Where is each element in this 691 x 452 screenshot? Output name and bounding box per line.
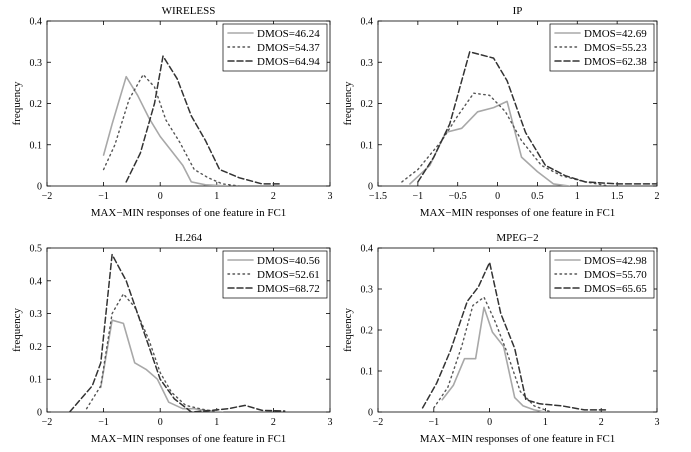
chart-panel: −2 −1 0 1 2 3 0 0.1 0.2 0.3 0.4 0.5 H.264 MAX−MIN res… (11, 232, 333, 445)
x-tick-label: 0.5 (531, 191, 544, 202)
legend-entry: DMOS=42.69 (584, 28, 647, 40)
y-tick-label: 0.3 (361, 285, 374, 296)
legend-entry: DMOS=55.70 (584, 269, 647, 281)
x-tick-label: 1 (214, 191, 219, 202)
y-tick-label: 0 (368, 408, 373, 419)
legend-box (549, 250, 655, 299)
y-tick-label: 0.1 (361, 140, 374, 151)
x-tick-label: 0 (158, 191, 163, 202)
y-tick-label: 0.2 (361, 326, 374, 337)
y-tick-label: 0.3 (361, 58, 374, 69)
y-tick-label: 0.3 (30, 309, 43, 320)
x-tick-label: 1 (543, 417, 548, 428)
legend-entry: DMOS=62.38 (584, 56, 647, 68)
legend-entry: DMOS=64.94 (257, 56, 320, 68)
chart-title: MPEG−2 (496, 232, 538, 244)
x-tick-label: −2 (373, 417, 384, 428)
x-tick-label: 1 (575, 191, 580, 202)
x-tick-label: 1 (214, 417, 219, 428)
plot-area-frame (46, 247, 331, 413)
y-axis-label: frequency (342, 308, 354, 352)
x-tick-label: 0 (487, 417, 492, 428)
x-tick-label: 3 (328, 191, 333, 202)
y-tick-label: 0.4 (30, 276, 43, 287)
series-line-dashed (417, 51, 657, 185)
y-tick-label: 0.2 (30, 99, 43, 110)
series-line-dotted (102, 73, 241, 186)
x-tick-label: −1 (98, 417, 109, 428)
x-axis-label: MAX−MIN responses of one feature in FC1 (420, 207, 616, 219)
y-tick-label: 0.2 (361, 99, 374, 110)
y-tick-label: 0 (37, 408, 42, 419)
y-tick-label: 0.5 (30, 244, 43, 255)
series-group (401, 51, 657, 186)
y-axis-label: frequency (342, 81, 354, 125)
y-tick-label: 0.1 (30, 140, 43, 151)
y-tick-label: 0.4 (30, 17, 43, 28)
x-tick-label: −1 (428, 417, 439, 428)
legend-entry: DMOS=68.72 (257, 283, 320, 295)
chart-title: IP (513, 5, 523, 17)
x-tick-label: −2 (42, 191, 53, 202)
legend-entry: DMOS=65.65 (584, 283, 647, 295)
y-tick-label: 0.2 (30, 342, 43, 353)
x-tick-label: 2 (599, 417, 604, 428)
x-tick-label: 3 (655, 417, 660, 428)
legend-box (222, 23, 328, 72)
chart-panel: −2 −1 0 1 2 3 0 0.1 0.2 0.3 0.4 MPEG−2 MAX−MIN respo… (342, 232, 660, 445)
x-tick-label: 2 (271, 191, 276, 202)
chart-title: WIRELESS (162, 5, 216, 17)
series-group (102, 55, 280, 186)
y-tick-label: 0.4 (361, 244, 374, 255)
x-tick-label: 1.5 (611, 191, 624, 202)
series-line-dotted (85, 293, 218, 412)
series-group (68, 253, 286, 412)
x-tick-label: −0.5 (449, 191, 467, 202)
legend-entry: DMOS=42.98 (584, 255, 647, 267)
x-tick-label: −1 (413, 191, 424, 202)
legend-entry: DMOS=54.37 (257, 42, 320, 54)
legend-entry: DMOS=40.56 (257, 255, 320, 267)
series-line-solid (441, 306, 547, 412)
y-tick-label: 0.1 (361, 367, 374, 378)
series-line-dashed (125, 55, 280, 185)
series-group (421, 261, 608, 412)
x-tick-label: 0 (158, 417, 163, 428)
y-tick-label: 0 (37, 182, 42, 193)
x-tick-label: −2 (42, 417, 53, 428)
x-axis-label: MAX−MIN responses of one feature in FC1 (91, 207, 287, 219)
legend-entry: DMOS=46.24 (257, 28, 320, 40)
legend-entry: DMOS=55.23 (584, 42, 647, 54)
x-tick-label: 2 (271, 417, 276, 428)
x-tick-label: 2 (655, 191, 660, 202)
legend-box (549, 23, 655, 72)
x-axis-label: MAX−MIN responses of one feature in FC1 (420, 433, 616, 445)
y-tick-label: 0.3 (30, 58, 43, 69)
y-tick-label: 0.4 (361, 17, 374, 28)
series-line-solid (100, 319, 224, 412)
series-line-dashed (421, 261, 608, 411)
y-tick-label: 0.1 (30, 375, 43, 386)
legend-box (222, 250, 328, 299)
x-tick-label: 3 (328, 417, 333, 428)
chart-panel: −1.5 −1 −0.5 0 0.5 1 1.5 2 0 0.1 0.2 0.3 0.4 IP MAX−MI… (342, 5, 660, 219)
y-axis-label: frequency (11, 81, 23, 125)
x-tick-label: −1.5 (369, 191, 387, 202)
chart-panel: −2 −1 0 1 2 3 0 0.1 0.2 0.3 0.4 WIRELESS MAX−MIN res… (11, 5, 333, 219)
x-tick-label: 0 (495, 191, 500, 202)
series-line-dotted (433, 296, 552, 412)
series-line-dotted (401, 92, 610, 186)
y-tick-label: 0 (368, 182, 373, 193)
legend-entry: DMOS=52.61 (257, 269, 320, 281)
series-line-dashed (68, 253, 286, 412)
series-line-solid (102, 75, 229, 186)
chart-title: H.264 (175, 232, 203, 244)
x-axis-label: MAX−MIN responses of one feature in FC1 (91, 433, 287, 445)
x-tick-label: −1 (98, 191, 109, 202)
y-axis-label: frequency (11, 308, 23, 352)
panels: −2 −1 0 1 2 3 0 0.1 0.2 0.3 0.4 WIRELESS MAX−MIN res… (11, 5, 660, 445)
